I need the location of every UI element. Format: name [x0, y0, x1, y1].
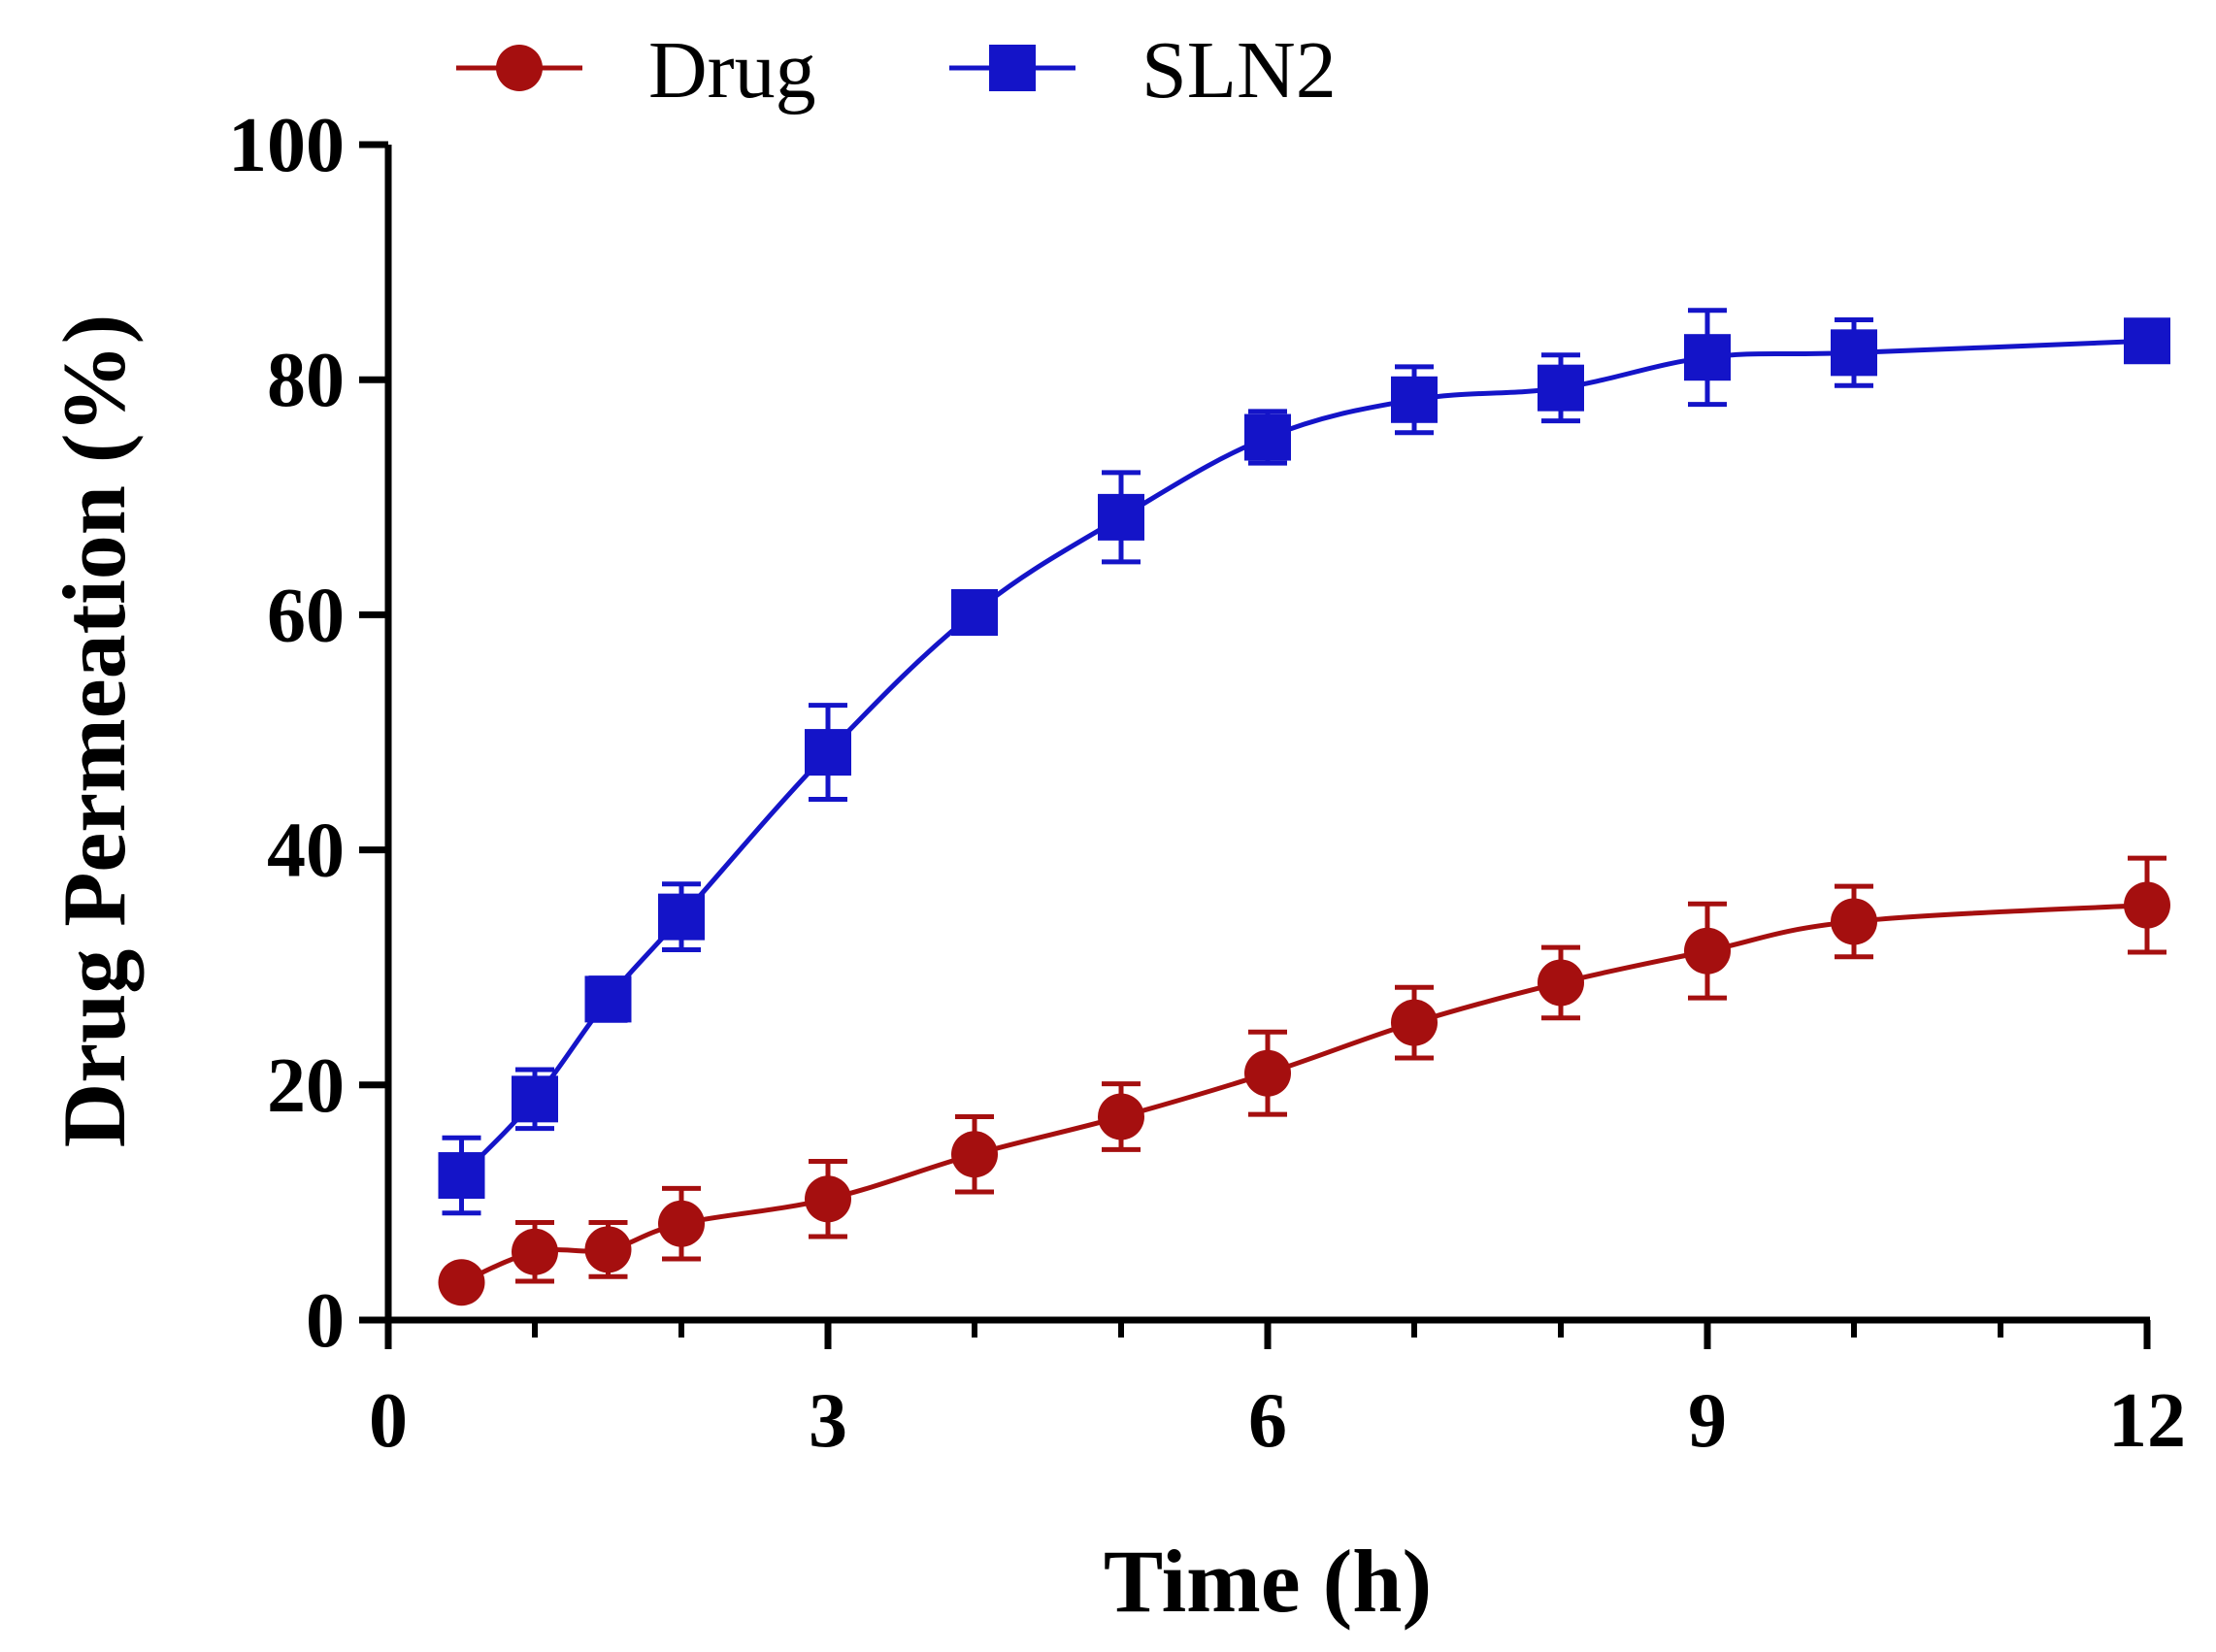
data-point-drug — [1831, 898, 1877, 945]
data-point-drug — [1391, 999, 1438, 1046]
data-point-drug — [584, 1226, 632, 1273]
data-point-drug — [2124, 881, 2170, 929]
data-point-drug — [1098, 1093, 1144, 1140]
legend-sln2-marker — [989, 45, 1036, 91]
data-point-sln2 — [512, 1075, 558, 1123]
data-point-drug — [1244, 1049, 1291, 1097]
data-point-sln2 — [2124, 317, 2170, 365]
x-tick-label: 12 — [2108, 1378, 2186, 1464]
data-point-sln2 — [1831, 329, 1877, 377]
data-point-sln2 — [1098, 493, 1144, 541]
x-tick-label: 3 — [809, 1378, 847, 1464]
legend-sln2-label: SLN2 — [1141, 25, 1337, 116]
y-tick-label: 100 — [228, 103, 345, 188]
y-tick-label: 80 — [267, 338, 345, 423]
data-point-drug — [1538, 959, 1584, 1007]
y-axis-title: Drug Permeation (%) — [45, 314, 144, 1147]
y-tick-label: 20 — [267, 1043, 345, 1129]
series-line-drug — [460, 903, 2148, 1285]
data-point-drug — [658, 1200, 705, 1247]
data-point-sln2 — [805, 729, 851, 776]
data-point-sln2 — [1684, 334, 1731, 381]
legend-drug-marker — [496, 45, 543, 91]
plot-area — [438, 308, 2170, 1306]
data-point-drug — [512, 1228, 558, 1275]
x-tick-label: 6 — [1248, 1378, 1287, 1464]
legend: Drug SLN2 — [456, 25, 1337, 116]
series-sln2 — [438, 308, 2170, 1216]
data-point-sln2 — [584, 975, 632, 1023]
series-drug — [438, 855, 2170, 1306]
data-point-sln2 — [1538, 364, 1584, 412]
data-point-sln2 — [1391, 376, 1438, 423]
x-tick-label: 9 — [1688, 1378, 1727, 1464]
data-point-drug — [951, 1131, 998, 1178]
data-point-sln2 — [658, 893, 705, 941]
y-tick-label: 0 — [306, 1278, 345, 1364]
x-axis-title: Time (h) — [1104, 1532, 1432, 1631]
legend-drug-label: Drug — [648, 25, 816, 116]
data-point-sln2 — [951, 588, 998, 636]
data-point-drug — [1684, 927, 1731, 975]
data-point-sln2 — [1244, 413, 1291, 461]
axes: 0 20 40 60 80 100 0 3 6 9 12 — [228, 103, 2186, 1464]
data-point-sln2 — [438, 1152, 485, 1200]
y-tick-label: 40 — [267, 809, 345, 894]
x-tick-label: 0 — [369, 1378, 408, 1464]
series-line-sln2 — [459, 338, 2148, 1177]
data-point-drug — [438, 1259, 485, 1306]
data-point-drug — [805, 1175, 851, 1223]
y-tick-label: 60 — [267, 573, 345, 658]
